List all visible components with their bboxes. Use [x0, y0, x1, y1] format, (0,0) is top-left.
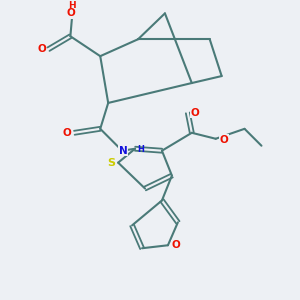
Text: H: H: [69, 1, 76, 10]
Text: O: O: [219, 135, 228, 145]
Text: O: O: [172, 240, 180, 250]
Text: H: H: [138, 145, 145, 154]
Text: N: N: [119, 146, 128, 156]
Text: O: O: [67, 8, 76, 18]
Text: O: O: [190, 108, 199, 118]
Text: O: O: [62, 128, 71, 138]
Text: S: S: [107, 158, 115, 168]
Text: O: O: [37, 44, 46, 54]
